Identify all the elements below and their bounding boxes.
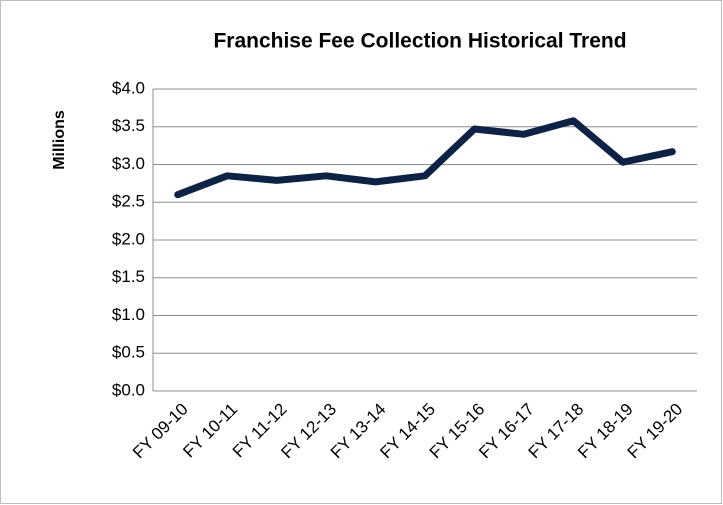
y-tick-label: $0.5 (112, 343, 145, 362)
y-tick-label: $2.5 (112, 192, 145, 211)
y-tick-label: $3.0 (112, 154, 145, 173)
y-axis-label: Millions (51, 110, 68, 170)
y-tick-label: $1.5 (112, 267, 145, 286)
y-tick-label: $3.5 (112, 116, 145, 135)
chart-title: Franchise Fee Collection Historical Tren… (213, 30, 626, 53)
y-tick-label: $2.0 (112, 229, 145, 248)
y-tick-label: $4.0 (112, 78, 145, 97)
y-tick-label: $0.0 (112, 380, 145, 399)
line-series (174, 117, 676, 199)
y-tick-label: $1.0 (112, 305, 145, 324)
